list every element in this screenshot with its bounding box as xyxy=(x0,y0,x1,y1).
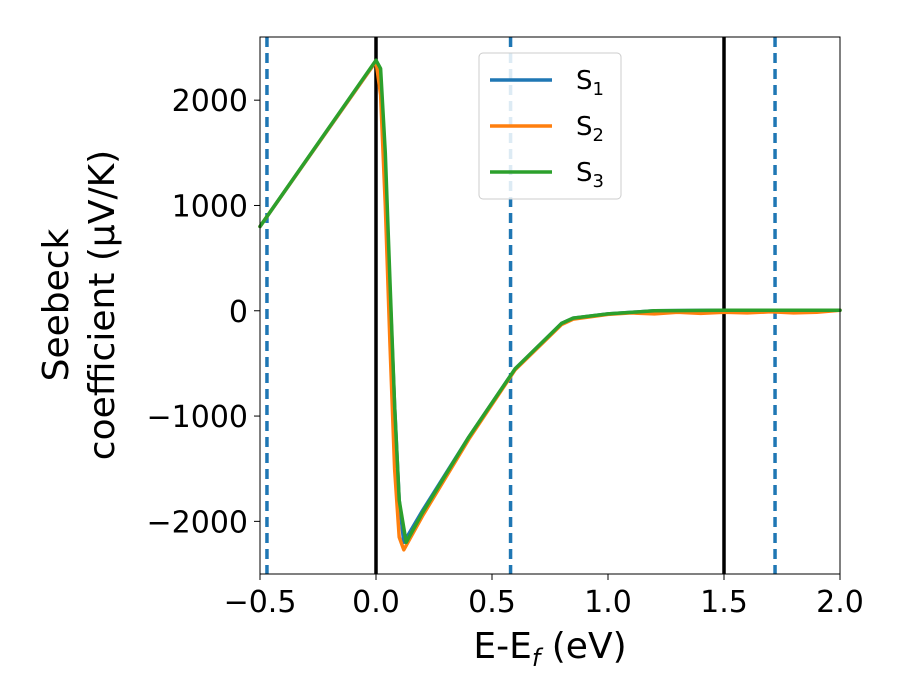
x-tick-label: 1.5 xyxy=(700,585,748,620)
x-tick-label: 0.0 xyxy=(352,585,400,620)
legend-label-subscript: 1 xyxy=(593,79,604,100)
plot-frame xyxy=(259,36,841,575)
x-axis-label: E-Ef (eV) xyxy=(473,626,626,672)
y-axis-label: Seebeck coefficient (μV/K) xyxy=(36,150,123,460)
x-tick-label: 0.5 xyxy=(468,585,516,620)
x-tick-label: 2.0 xyxy=(816,585,864,620)
x-axis-label-main: E-E xyxy=(473,626,531,667)
y-tick-label: 0 xyxy=(229,295,248,330)
x-axis-ticks: −0.5 0.0 0.5 1.0 1.5 2.0 xyxy=(224,574,864,620)
x-tick-label: −0.5 xyxy=(224,585,297,620)
legend-label-main: S xyxy=(576,158,593,188)
y-tick-label: 2000 xyxy=(172,84,248,119)
y-axis-label-line1: Seebeck xyxy=(36,228,77,381)
series-line-S3 xyxy=(258,58,842,545)
y-axis-ticks: −2000 −1000 0 1000 2000 xyxy=(147,84,260,540)
y-tick-label: 1000 xyxy=(172,189,248,224)
legend-label-main: S xyxy=(576,112,593,142)
x-axis-label-unit: (eV) xyxy=(540,626,626,667)
y-tick-label: −1000 xyxy=(147,400,248,435)
legend-label-subscript: 2 xyxy=(593,125,604,146)
y-tick-label: −2000 xyxy=(147,505,248,540)
legend-label-S2: S2 xyxy=(576,112,604,146)
y-axis-label-line2: coefficient (μV/K) xyxy=(82,150,123,460)
legend-label-S3: S3 xyxy=(576,158,604,192)
legend-label-main: S xyxy=(576,66,593,96)
legend-label-S1: S1 xyxy=(576,66,604,100)
x-tick-label: 1.0 xyxy=(584,585,632,620)
legend-label-subscript: 3 xyxy=(593,171,604,192)
series-lines xyxy=(258,58,842,552)
